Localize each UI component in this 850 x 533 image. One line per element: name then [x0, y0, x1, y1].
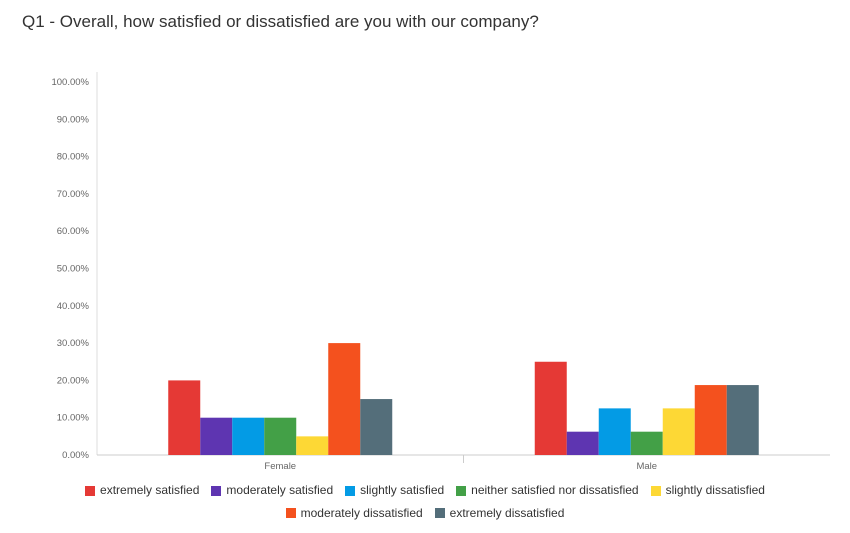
legend-swatch [434, 508, 445, 518]
legend-swatch [650, 485, 661, 496]
y-tick-label: 40.00% [57, 301, 90, 312]
y-tick-label: 70.00% [57, 189, 90, 200]
legend-item[interactable]: slightly dissatisfied [650, 480, 765, 501]
legend-item[interactable]: extremely satisfied [85, 480, 199, 501]
legend-label: extremely satisfied [100, 483, 200, 497]
bar-male-slightly-dissatisfied [662, 408, 695, 455]
x-category-label: Male [636, 461, 657, 472]
y-tick-label: 90.00% [57, 114, 90, 125]
bar-male-neither-satisfied-nor-dissatisfied [630, 431, 663, 455]
y-tick-label: 60.00% [57, 226, 90, 237]
bar-male-extremely-dissatisfied [726, 385, 759, 455]
bar-female-extremely-dissatisfied [360, 399, 393, 455]
bar-female-slightly-satisfied [232, 417, 265, 455]
bar-female-slightly-dissatisfied [296, 436, 329, 455]
legend-item[interactable]: extremely dissatisfied [434, 503, 565, 524]
y-tick-label: 20.00% [57, 375, 90, 386]
legend-label: slightly satisfied [360, 483, 445, 497]
bar-male-moderately-dissatisfied [694, 385, 727, 455]
legend-swatch [211, 485, 222, 496]
legend-item[interactable]: neither satisfied nor dissatisfied [456, 480, 639, 501]
legend-swatch [456, 485, 467, 496]
y-tick-label: 10.00% [57, 413, 90, 424]
legend-item[interactable]: moderately satisfied [211, 480, 333, 501]
bar-male-slightly-satisfied [598, 408, 631, 455]
bar-female-extremely-satisfied [168, 380, 201, 455]
bar-female-moderately-dissatisfied [328, 343, 361, 455]
y-tick-label: 100.00% [51, 77, 89, 88]
legend-label: neither satisfied nor dissatisfied [471, 483, 639, 497]
legend-label: slightly dissatisfied [665, 483, 765, 497]
legend-swatch [345, 485, 356, 496]
bar-male-extremely-satisfied [534, 361, 567, 455]
bar-chart: 0.00% 10.00% 20.00% 30.00% 40.00% 50.00% 60.00… [51, 72, 830, 472]
y-tick-label: 50.00% [57, 264, 90, 275]
legend-item[interactable]: moderately dissatisfied [285, 503, 423, 524]
legend-swatch [85, 485, 96, 496]
y-tick-label: 30.00% [57, 338, 90, 349]
y-tick-label: 80.00% [57, 152, 90, 163]
legend-label: extremely dissatisfied [449, 505, 565, 520]
bar-male-moderately-satisfied [566, 431, 599, 455]
legend-label: moderately dissatisfied [300, 505, 423, 520]
bar-female-neither-satisfied-nor-dissatisfied [264, 417, 297, 455]
legend-item[interactable]: slightly satisfied [345, 480, 444, 501]
legend: extremely satisfied moderately satisfied s… [0, 480, 850, 525]
legend-label: moderately satisfied [226, 483, 334, 497]
chart-title: Q1 - Overall, how satisfied or dissatisf… [22, 12, 539, 31]
legend-swatch [285, 508, 296, 518]
x-category-label: Female [264, 461, 296, 472]
bar-female-moderately-satisfied [200, 417, 233, 455]
y-tick-label: 0.00% [62, 450, 89, 461]
